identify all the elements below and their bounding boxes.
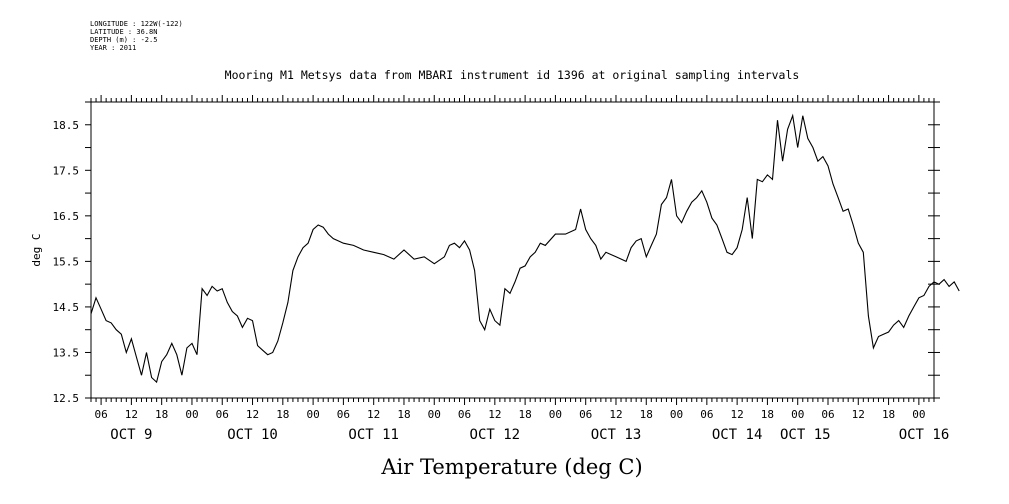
x-hour-label: 00 bbox=[549, 408, 562, 421]
y-axis-label: deg C bbox=[30, 233, 43, 266]
y-tick-label: 17.5 bbox=[53, 164, 80, 177]
series-group bbox=[90, 113, 960, 384]
x-hour-label: 18 bbox=[882, 408, 895, 421]
x-hour-label: 18 bbox=[397, 408, 410, 421]
air-temperature-line bbox=[90, 113, 960, 384]
y-tick-label: 15.5 bbox=[53, 255, 80, 268]
x-date-label: OCT 11 bbox=[348, 427, 399, 443]
x-hour-label: 06 bbox=[821, 408, 834, 421]
x-hour-label: 00 bbox=[428, 408, 441, 421]
x-hour-label: 18 bbox=[518, 408, 531, 421]
x-hour-label: 12 bbox=[852, 408, 865, 421]
x-hour-label: 12 bbox=[488, 408, 501, 421]
axis-ticks bbox=[85, 95, 940, 405]
axis-tick-labels: 06 12 18 00 06 12 18 00 06 12 18 00 06 12 18 00 06 12 18 00… bbox=[53, 119, 950, 443]
x-date-label: OCT 10 bbox=[227, 427, 278, 443]
x-date-label: OCT 12 bbox=[470, 427, 521, 443]
x-hour-label: 18 bbox=[155, 408, 168, 421]
x-hour-label: 06 bbox=[337, 408, 350, 421]
y-tick-label: 13.5 bbox=[53, 346, 80, 359]
y-tick-label: 14.5 bbox=[53, 301, 80, 314]
x-date-label: OCT 14 bbox=[712, 427, 763, 443]
x-hour-label: 18 bbox=[640, 408, 653, 421]
x-hour-label: 06 bbox=[700, 408, 713, 421]
metadata-block: LONGITUDE : 122W(-122) LATITUDE : 36.8N … bbox=[90, 20, 183, 52]
meta-latitude: LATITUDE : 36.8N bbox=[90, 28, 158, 36]
y-tick-label: 16.5 bbox=[53, 210, 80, 223]
meta-year: YEAR : 2011 bbox=[90, 44, 137, 52]
x-hour-label: 06 bbox=[458, 408, 471, 421]
x-hour-label: 12 bbox=[367, 408, 380, 421]
x-hour-label: 00 bbox=[791, 408, 804, 421]
x-hour-label: 12 bbox=[731, 408, 744, 421]
x-date-label: OCT 15 bbox=[780, 427, 831, 443]
x-hour-label: 12 bbox=[125, 408, 138, 421]
chart-title: Mooring M1 Metsys data from MBARI instru… bbox=[225, 68, 800, 82]
x-hour-label: 06 bbox=[579, 408, 592, 421]
x-hour-label: 00 bbox=[912, 408, 925, 421]
x-hour-label: 00 bbox=[185, 408, 198, 421]
y-tick-label: 12.5 bbox=[53, 392, 80, 405]
x-date-label: OCT 13 bbox=[591, 427, 642, 443]
x-hour-label: 00 bbox=[670, 408, 683, 421]
x-date-label: OCT 9 bbox=[110, 427, 152, 443]
x-hour-label: 12 bbox=[609, 408, 622, 421]
plot-frame bbox=[90, 101, 935, 399]
x-hour-label: 00 bbox=[306, 408, 319, 421]
meta-depth: DEPTH (m) : -2.5 bbox=[90, 36, 158, 44]
x-hour-label: 06 bbox=[94, 408, 107, 421]
chart-caption: Air Temperature (deg C) bbox=[380, 455, 642, 479]
x-hour-label: 18 bbox=[276, 408, 289, 421]
x-hour-label: 06 bbox=[216, 408, 229, 421]
x-hour-label: 12 bbox=[246, 408, 259, 421]
plot-border bbox=[90, 101, 935, 399]
meta-longitude: LONGITUDE : 122W(-122) bbox=[90, 20, 183, 28]
x-date-label: OCT 16 bbox=[899, 427, 950, 443]
x-hour-label: 18 bbox=[761, 408, 774, 421]
y-tick-label: 18.5 bbox=[53, 119, 80, 132]
